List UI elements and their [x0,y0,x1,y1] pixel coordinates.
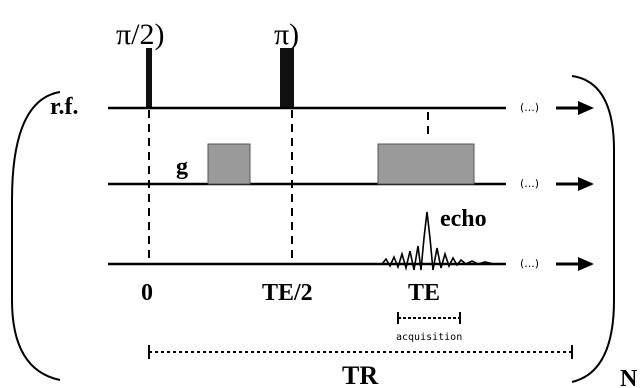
pi-pulse-label: π) [274,18,299,51]
pi-half-pulse [146,48,152,108]
rf-continuation-ellipsis: (...) [520,101,539,114]
gradient-continuation-ellipsis: (...) [520,177,539,190]
pi-half-pulse-label: π/2) [116,18,164,51]
gradient-continuation-arrow-head [578,177,594,191]
rf-label: r.f. [50,94,78,120]
left-repeat-bracket [11,91,61,381]
echo-label: echo [440,206,487,232]
time-te-label: TE [408,280,440,306]
repeat-count-label: N [620,366,638,388]
pi-pulse [280,48,294,108]
echo-signal [381,211,495,272]
signal-continuation-arrow-head [578,257,594,271]
dephasing-gradient [207,143,251,185]
signal-continuation-ellipsis: (...) [520,257,539,270]
time-zero-label: 0 [141,280,153,306]
readout-gradient [377,143,475,185]
gradient-label: g [176,154,188,180]
tr-label: TR [342,361,378,388]
acquisition-label: acquisition [396,332,462,343]
rf-continuation-arrow-head [578,101,594,115]
time-te-half-label: TE/2 [262,280,313,306]
right-repeat-bracket [571,75,615,383]
